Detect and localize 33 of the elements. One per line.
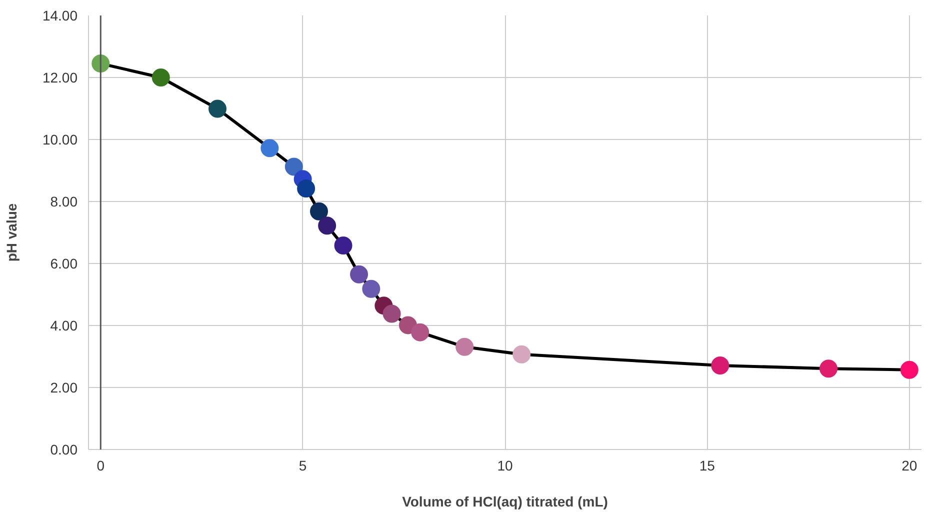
- point: [260, 139, 279, 158]
- y-axis-title: pH value: [3, 203, 20, 262]
- point: [362, 280, 380, 298]
- point: [900, 360, 918, 379]
- point: [297, 179, 316, 198]
- y-tick-label: 6.00: [50, 256, 78, 272]
- point: [711, 356, 730, 374]
- point: [310, 202, 328, 220]
- y-tick-label: 2.00: [50, 380, 78, 396]
- x-tick-label: 20: [902, 458, 918, 474]
- y-tick-label: 12.00: [42, 70, 78, 86]
- point: [92, 54, 110, 73]
- point: [208, 100, 226, 118]
- point: [411, 323, 430, 342]
- point: [350, 265, 368, 284]
- point: [382, 304, 401, 323]
- y-tick-label: 0.00: [50, 442, 78, 458]
- y-tick-label: 10.00: [42, 132, 78, 148]
- point: [456, 338, 474, 356]
- y-tick-label: 14.00: [42, 8, 78, 24]
- x-tick-label: 10: [497, 458, 513, 474]
- point: [819, 360, 838, 378]
- point: [334, 236, 352, 255]
- point: [318, 216, 336, 235]
- point: [512, 345, 531, 364]
- y-tick-label: 8.00: [50, 194, 78, 210]
- x-tick-label: 5: [298, 458, 307, 474]
- y-tick-label: 4.00: [50, 318, 78, 334]
- x-tick-label: 0: [96, 458, 105, 474]
- x-axis-title: Volume of HCl(aq) titrated (mL): [402, 494, 608, 510]
- point: [284, 158, 303, 176]
- x-tick-label: 15: [699, 458, 716, 474]
- point: [152, 68, 170, 86]
